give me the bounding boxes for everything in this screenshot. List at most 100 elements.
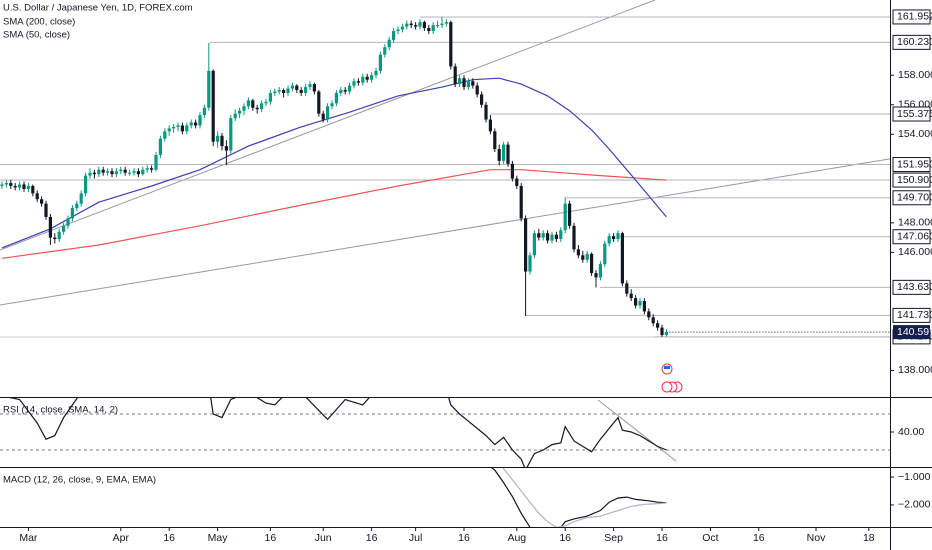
event-icon <box>661 381 673 393</box>
candle-body <box>392 30 396 40</box>
candle-body <box>352 81 356 86</box>
candle-body <box>502 144 506 161</box>
candle-body <box>334 92 338 104</box>
candle-body <box>128 172 132 174</box>
legend-entry: SMA (50, close) <box>3 30 70 41</box>
candle-body <box>625 283 629 294</box>
candle-body <box>431 25 435 31</box>
candle-body <box>387 39 391 48</box>
candle-body <box>255 107 259 110</box>
candle-body <box>4 183 8 185</box>
y-tick-label: 40.00 <box>898 426 924 438</box>
level-label: 155.375 <box>897 108 932 120</box>
level-label-box <box>892 229 931 245</box>
level-label: 143.630 <box>897 281 932 293</box>
candle-body <box>348 85 352 92</box>
candle-body <box>198 115 202 126</box>
candle-body <box>612 236 616 240</box>
candle-body <box>282 90 286 93</box>
event-flag <box>664 366 670 369</box>
candle-body <box>13 185 17 188</box>
candle-body <box>629 293 633 299</box>
candle-body <box>251 100 255 108</box>
candle-body <box>356 81 360 83</box>
candle-body <box>40 199 44 204</box>
candle-body <box>484 104 488 120</box>
candle-body <box>48 216 52 238</box>
level-label-box <box>892 157 931 173</box>
level-label-box <box>892 34 931 50</box>
x-tick-label: Nov <box>807 532 826 544</box>
candle-body <box>488 119 492 132</box>
candle-body <box>18 184 22 188</box>
x-tick-label: 16 <box>163 532 175 544</box>
indicator-title: MACD (12, 26, close, 9, EMA, EMA) <box>3 475 156 486</box>
candle-body <box>537 233 541 238</box>
candle-body <box>273 91 277 93</box>
y-tick-label: 146.000 <box>898 246 932 258</box>
candle-body <box>92 172 96 175</box>
candle-body <box>136 171 140 175</box>
candle-body <box>585 253 589 260</box>
indicator-line <box>9 398 667 467</box>
candle-body <box>458 78 462 85</box>
candle-body <box>229 118 233 151</box>
y-tick-label: 148.000 <box>898 217 932 229</box>
x-tick-label: 16 <box>753 532 765 544</box>
candle-body <box>361 76 365 83</box>
candle-body <box>189 122 193 126</box>
candle-body <box>31 185 35 194</box>
x-tick-label: Apr <box>113 532 130 544</box>
candle-body <box>158 138 162 155</box>
candle-body <box>224 146 228 151</box>
y-tick-label: 138.000 <box>898 364 932 376</box>
candle-body <box>277 90 281 92</box>
trend-line <box>0 0 656 251</box>
candle-body <box>75 203 79 209</box>
candle-body <box>180 125 184 132</box>
candle-body <box>550 234 554 241</box>
candle-body <box>414 25 418 27</box>
candle-body <box>581 255 585 260</box>
x-tick-label: 16 <box>559 532 571 544</box>
candle-body <box>304 87 308 93</box>
candle-body <box>532 233 536 256</box>
candle-body <box>374 70 378 76</box>
candle-body <box>141 169 145 175</box>
candle-body <box>607 236 611 244</box>
rsi-pane <box>0 398 890 467</box>
level-label: 151.950 <box>897 158 932 170</box>
candle-body <box>651 317 655 324</box>
x-tick-label: 16 <box>458 532 470 544</box>
candle-body <box>466 81 470 88</box>
event-icons <box>661 363 683 393</box>
level-label: 141.730 <box>897 309 932 321</box>
candle-body <box>66 218 70 226</box>
candle-body <box>370 75 374 80</box>
candle-body <box>642 301 646 312</box>
y-tick-label: −1.000 <box>898 471 931 483</box>
candle-body <box>167 128 171 132</box>
candle-body <box>554 234 558 240</box>
candle-body <box>154 154 158 170</box>
candle-body <box>603 243 607 265</box>
candle-body <box>453 66 457 85</box>
candle-body <box>35 193 39 200</box>
level-label-box <box>892 190 931 206</box>
candle-body <box>515 178 519 186</box>
x-tick-label: Jul <box>409 532 422 544</box>
candle-body <box>572 225 576 250</box>
candle-body <box>70 208 74 219</box>
x-tick-label: Aug <box>507 532 526 544</box>
candle-body <box>84 175 88 194</box>
y-tick-label: 158.000 <box>898 69 932 81</box>
last-price-label: 140.597 <box>897 326 932 338</box>
candle-body <box>444 22 448 24</box>
candle-body <box>563 203 567 231</box>
candle-body <box>22 184 26 189</box>
candle-body <box>62 225 66 232</box>
level-label-box <box>892 106 931 122</box>
